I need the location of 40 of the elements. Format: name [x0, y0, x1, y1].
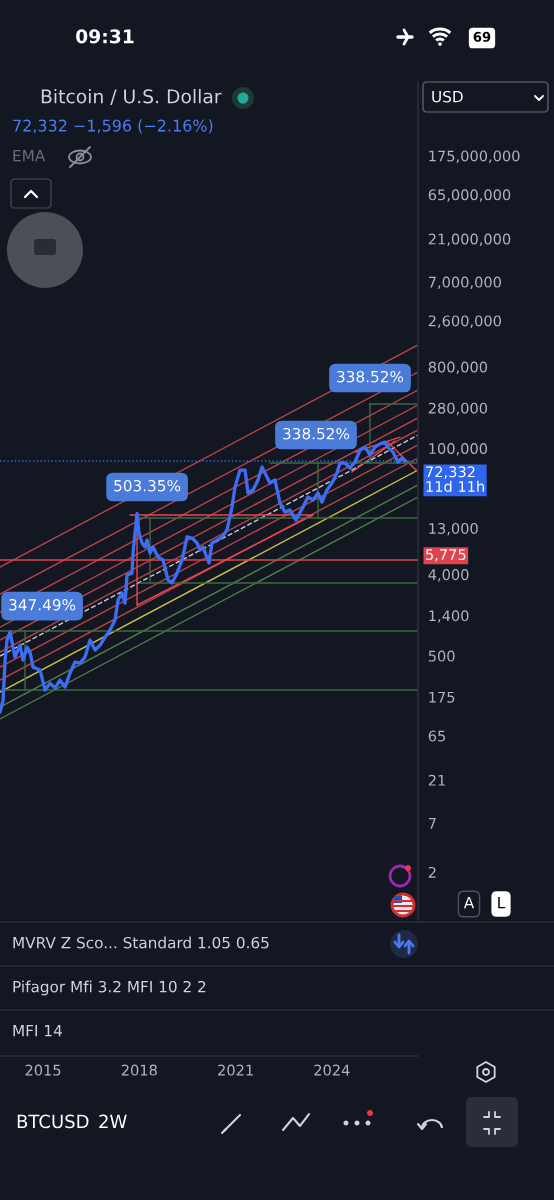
text: 72,332 −1,596 (−2.16%) [13, 119, 213, 134]
y-tick-label: 500 [428, 650, 455, 662]
annotation: 347.49% [9, 599, 76, 611]
y-tick-label: 4,000 [428, 569, 469, 582]
text: Pifagor Mfi 3.2 MFI 10 2 2 [13, 980, 206, 996]
text: L [498, 897, 506, 909]
chart-title: Bitcoin / U.S. Dollar [41, 88, 222, 105]
y-tick-label: 21,000,000 [428, 233, 511, 247]
text: USD [432, 90, 463, 103]
y-tick-label: 65,000,000 [428, 189, 511, 202]
ref-line-label: 5,775 [426, 549, 466, 562]
y-tick-label: 2,600,000 [428, 315, 501, 328]
y-tick-label: 7,000,000 [428, 276, 501, 290]
text: MFI 14 [13, 1025, 62, 1037]
y-tick-label: 7 [428, 818, 436, 829]
y-tick-label: 13,000 [429, 522, 478, 536]
y-tick-label: 65 [428, 730, 446, 742]
y-tick-label: 800,000 [428, 361, 488, 375]
x-tick-label: 2024 [314, 1064, 350, 1076]
x-tick-label: 2018 [121, 1064, 157, 1076]
y-tick-label: 280,000 [428, 402, 488, 416]
text: 09:31 [76, 29, 134, 44]
y-tick-label: 21 [428, 774, 445, 786]
text: 69 [473, 31, 491, 42]
text: A [463, 897, 475, 909]
x-tick-label: 2015 [25, 1064, 61, 1076]
y-tick-label: 175,000,000 [429, 150, 520, 163]
y-tick-label: 1,400 [429, 610, 469, 623]
annotation: 338.52% [337, 370, 404, 383]
text: MVRV Z Sco... Standard 1.05 0.65 [13, 936, 269, 949]
ref-line-label: 72,332 11d 11h [426, 466, 484, 492]
text: BTCUSD [17, 1114, 89, 1129]
y-tick-label: 175 [429, 691, 455, 703]
y-tick-label: 2 [428, 866, 436, 878]
annotation: 503.35% [114, 479, 181, 492]
y-tick-label: 100,000 [429, 443, 488, 456]
annotation: EMA [13, 150, 46, 162]
text: 2W [99, 1114, 127, 1128]
x-tick-label: 2021 [218, 1064, 253, 1076]
annotation: 338.52% [283, 427, 350, 440]
